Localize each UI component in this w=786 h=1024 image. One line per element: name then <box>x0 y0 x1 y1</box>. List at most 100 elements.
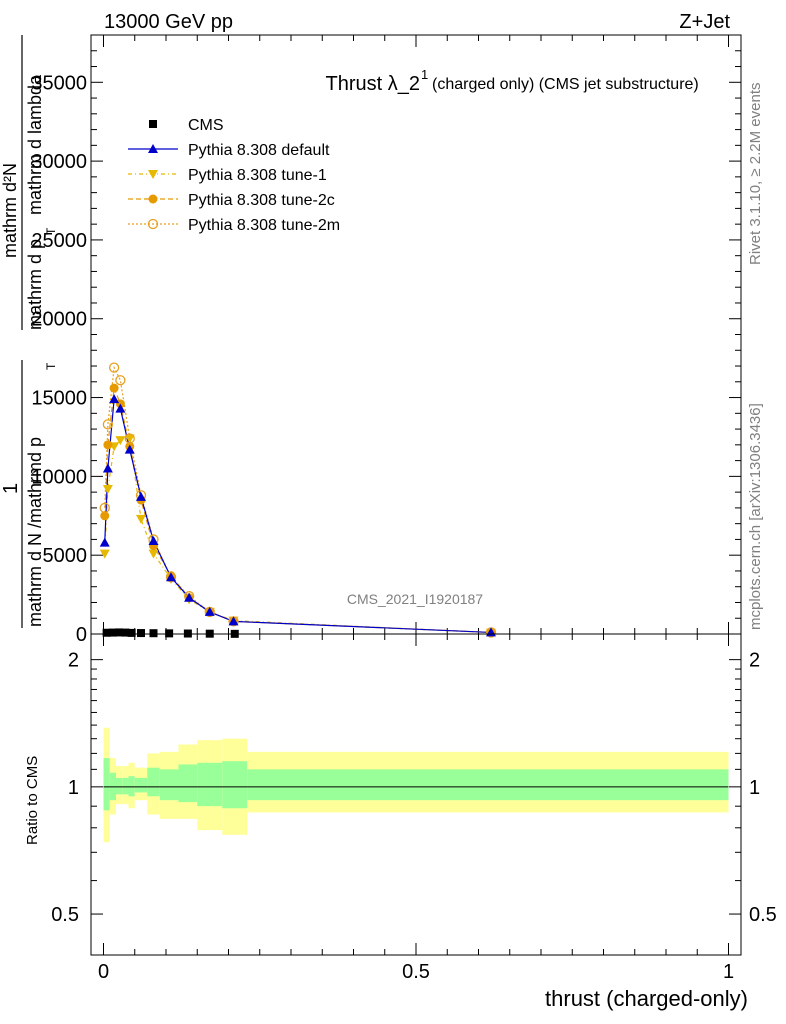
uncertainty-band-inner <box>134 777 148 793</box>
ratio-y-tick-label-right: 2 <box>749 650 760 672</box>
data-point <box>136 491 146 501</box>
data-point <box>184 592 195 602</box>
data-point <box>115 403 126 413</box>
y-label-denominator-2b: mathrm d lambda <box>25 74 45 215</box>
uncertainty-band-inner <box>247 769 729 801</box>
uncertainty-band-inner <box>128 776 135 797</box>
data-point <box>99 537 110 547</box>
data-point <box>108 628 117 637</box>
uncertainty-band-inner <box>197 762 223 807</box>
data-point <box>149 629 158 638</box>
chart-title-sup: 1 <box>421 67 428 82</box>
chart-title: Thrust λ_2 <box>326 73 420 95</box>
main-y-tick-label: 35000 <box>31 72 87 94</box>
uncertainty-band-inner <box>147 767 160 797</box>
ratio-bands <box>103 727 729 843</box>
data-point <box>115 628 124 637</box>
energy-label: 13000 GeV pp <box>104 11 233 33</box>
ratio-panel: 0.5 0.51 12 2 0 0.5 1 Ratio to CMS thrust (ch… <box>24 633 777 1011</box>
data-point <box>99 549 110 559</box>
data-point <box>124 434 135 444</box>
y-label-denominator-1: mathrm d N /mathrmd p <box>25 437 45 627</box>
data-point <box>103 440 113 450</box>
ratio-y-tick-label: 0.5 <box>51 904 79 926</box>
chart-title-suffix: (charged only) (CMS jet substructure) <box>432 76 699 93</box>
mcplots-label: mcplots.cern.ch [arXiv:1306.3436] <box>747 403 764 630</box>
main-y-tick-label: 5000 <box>43 545 88 567</box>
x-axis-label: thrust (charged-only) <box>545 986 748 1011</box>
series-line <box>104 387 492 634</box>
y-label-numerator-1: 1 <box>0 483 22 494</box>
main-y-tick-label: 25000 <box>31 230 87 252</box>
main-y-tick-label: 15000 <box>31 388 87 410</box>
data-point <box>102 463 113 473</box>
data-point <box>99 502 110 514</box>
ratio-y-tick-label-right: 1 <box>749 777 760 799</box>
x-tick-label: 0.5 <box>402 961 430 983</box>
chart-title-main: Thrust λ_2 <box>326 73 420 95</box>
main-panel: 0 5000 10000 15000 20000 25000 30000 35000 CMS_… <box>0 34 742 646</box>
data-point <box>124 444 135 454</box>
ratio-x-ticks: 0 0.5 1 <box>98 634 734 983</box>
x-tick-label: 0 <box>98 961 109 983</box>
process-label: Z+Jet <box>679 11 730 33</box>
legend-marker <box>148 144 158 153</box>
y-label-numerator-2: mathrm d²N <box>0 163 20 258</box>
y-label-sub-2: T <box>44 227 58 235</box>
uncertainty-band-inner <box>222 761 248 809</box>
main-y-tick-label: 30000 <box>31 151 87 173</box>
uncertainty-band-inner <box>159 769 179 801</box>
data-point <box>137 629 145 638</box>
data-point <box>166 572 176 582</box>
data-point <box>100 511 110 521</box>
legend: CMS Pythia 8.308 default Pythia 8.308 tune… <box>128 117 340 234</box>
legend-label: Pythia 8.308 tune-1 <box>188 167 327 184</box>
data-point <box>109 394 120 404</box>
data-point <box>148 535 159 545</box>
main-y-tick-label: 10000 <box>31 466 87 488</box>
data-point <box>115 375 126 386</box>
data-point <box>109 383 119 393</box>
y-label-sub-1: T <box>44 362 58 370</box>
main-y-tick-label: 20000 <box>31 309 87 331</box>
legend-label: CMS <box>188 117 224 134</box>
data-point <box>102 484 113 494</box>
ratio-y-ticks: 0.5 0.5 1 1 2 2 <box>51 650 777 926</box>
watermark: CMS_2021_I1920187 <box>347 591 483 607</box>
y-label-denominator-2a: mathrm d p <box>25 239 45 330</box>
uncertainty-band-inner <box>178 764 198 803</box>
ratio-y-tick-label: 1 <box>68 777 79 799</box>
main-series <box>99 362 497 638</box>
data-point <box>102 419 114 430</box>
uncertainty-band-inner <box>103 758 110 811</box>
data-point <box>102 628 111 637</box>
data-point <box>165 629 174 638</box>
data-point <box>124 433 135 444</box>
rivet-label: Rivet 3.1.10, ≥ 2.2M events <box>747 83 764 266</box>
x-tick-label: 1 <box>723 961 734 983</box>
legend-marker <box>149 120 157 128</box>
uncertainty-band-inner <box>116 777 123 795</box>
main-y-tick-label: 0 <box>76 624 87 646</box>
legend-label: Pythia 8.308 tune-2m <box>188 217 340 234</box>
ratio-y-tick-label-right: 0.5 <box>749 904 777 926</box>
legend-marker <box>148 170 158 179</box>
legend-marker <box>148 194 158 204</box>
main-y-ticks: 0 5000 10000 15000 20000 25000 30000 35000 <box>31 35 741 646</box>
data-point <box>136 514 146 524</box>
data-point <box>127 628 136 637</box>
data-point <box>115 436 126 446</box>
data-point <box>121 628 130 637</box>
ratio-y-label: Ratio to CMS <box>24 756 41 845</box>
data-point <box>228 616 239 626</box>
ratio-y-tick-label: 2 <box>68 650 79 672</box>
legend-label: Pythia 8.308 tune-2c <box>188 192 335 209</box>
uncertainty-band-inner <box>122 777 129 795</box>
main-y-label: 1 mathrm d N /mathrmd p T mathrm d²N mat… <box>0 35 58 628</box>
legend-label: Pythia 8.308 default <box>188 142 330 159</box>
data-point <box>108 362 120 373</box>
data-point <box>148 549 159 559</box>
data-point <box>204 606 215 616</box>
legend-marker <box>147 218 159 230</box>
